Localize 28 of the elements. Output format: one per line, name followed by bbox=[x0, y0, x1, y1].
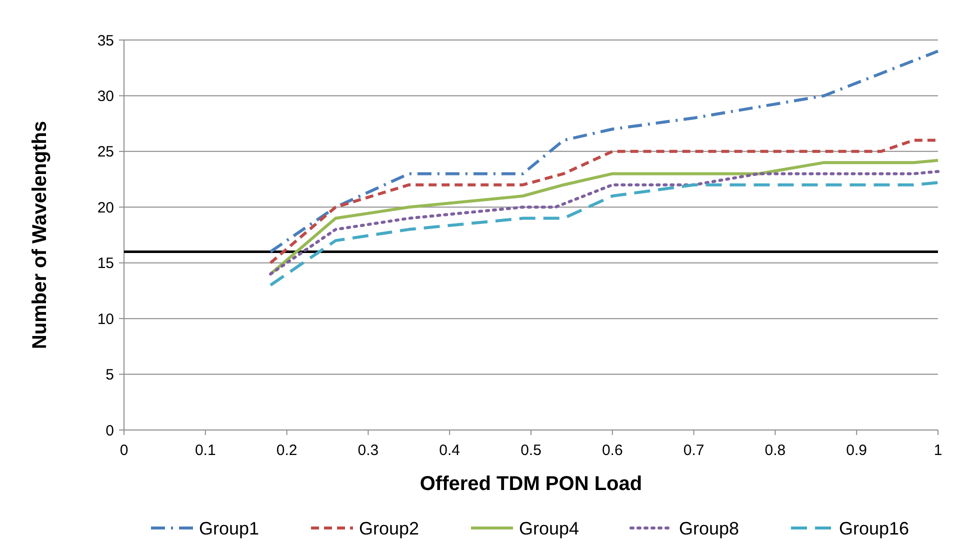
y-tick-label: 0 bbox=[106, 422, 114, 440]
x-tick-label: 0.7 bbox=[683, 442, 704, 459]
y-tick-label: 20 bbox=[97, 199, 114, 216]
x-tick-label: 0.6 bbox=[602, 442, 623, 459]
x-tick-label: 0.5 bbox=[520, 442, 542, 459]
x-tick-label: 0.3 bbox=[358, 442, 379, 459]
x-tick-label: 0 bbox=[120, 442, 128, 459]
y-tick-label: 15 bbox=[97, 255, 114, 272]
y-tick-label: 10 bbox=[97, 310, 114, 328]
x-tick-label: 0.8 bbox=[764, 442, 786, 459]
y-tick-label: 25 bbox=[97, 144, 114, 161]
x-tick-label: 1 bbox=[934, 442, 942, 459]
line-series bbox=[269, 50, 940, 254]
x-tick-label: 0.2 bbox=[276, 442, 298, 459]
legend-label: Group1 bbox=[199, 518, 260, 538]
legend-label: Group16 bbox=[839, 518, 910, 538]
y-axis-title: Number of Wavelengths bbox=[29, 120, 51, 350]
legend-label: Group8 bbox=[679, 518, 740, 538]
x-tick-label: 0.9 bbox=[846, 442, 868, 459]
x-tick-label: 0.4 bbox=[439, 442, 460, 459]
x-axis-title: Offered TDM PON Load bbox=[420, 473, 642, 495]
x-tick-label: 0.1 bbox=[194, 442, 216, 459]
y-tick-label: 35 bbox=[97, 32, 114, 50]
y-tick-label: 5 bbox=[106, 366, 114, 384]
y-tick-label: 30 bbox=[97, 88, 114, 105]
line-series bbox=[269, 181, 940, 287]
legend-label: Group2 bbox=[359, 518, 420, 538]
legend-label: Group4 bbox=[519, 518, 580, 538]
